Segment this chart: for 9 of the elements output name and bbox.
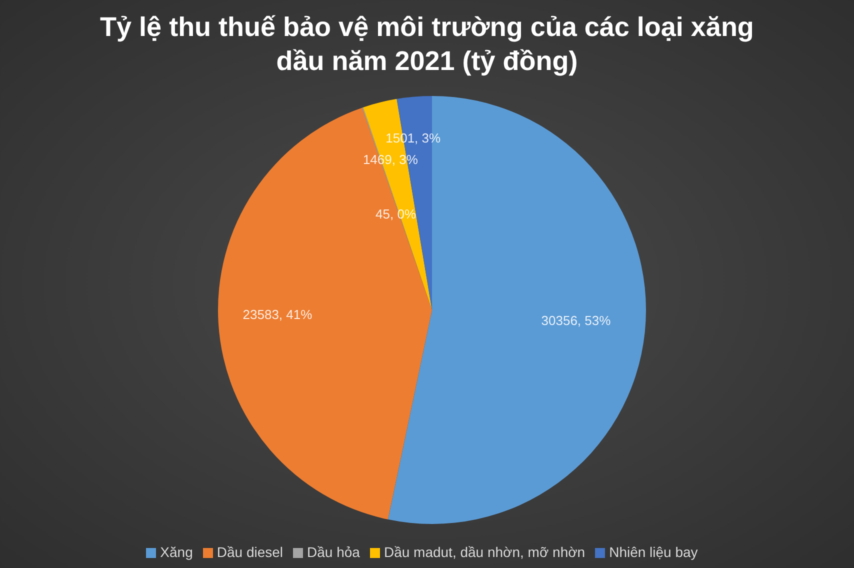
legend-label: Dầu madut, dầu nhờn, mỡ nhờn — [384, 544, 586, 560]
legend-label: Dầu diesel — [216, 544, 284, 560]
data-label: 45, 0% — [376, 206, 416, 222]
legend-label: Nhiên liệu bay — [609, 544, 698, 560]
data-label: 30356, 53% — [541, 313, 612, 328]
chart-title: Tỷ lệ thu thuế bảo vệ môi trường của các loại xăng dầu năm 2021 (tỷ đồng) — [99, 11, 755, 78]
data-label: 23583, 41% — [242, 306, 313, 322]
legend-label: Xăng — [160, 544, 193, 560]
legend-label: Dầu hỏa — [307, 544, 360, 560]
